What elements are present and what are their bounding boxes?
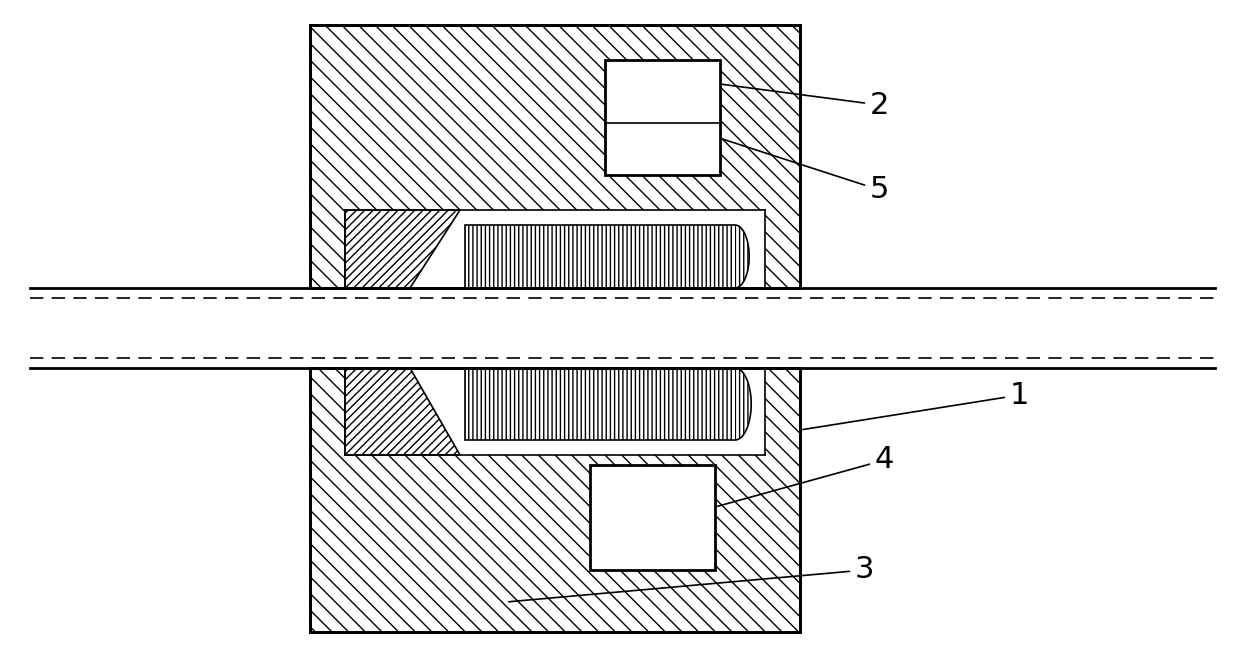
Bar	[310, 25, 800, 288]
Text: 4: 4	[718, 446, 894, 506]
Bar	[605, 60, 720, 175]
Polygon shape	[735, 368, 751, 440]
Bar	[345, 210, 765, 288]
Bar	[310, 368, 800, 632]
Polygon shape	[345, 210, 460, 288]
Text: 1: 1	[802, 381, 1029, 430]
Text: 5: 5	[723, 139, 889, 204]
Bar	[465, 368, 735, 440]
Bar	[310, 368, 800, 632]
Bar	[30, 288, 1215, 368]
Bar	[310, 368, 800, 632]
Bar	[590, 465, 715, 570]
Bar	[465, 225, 735, 288]
Polygon shape	[345, 368, 460, 455]
Text: 2: 2	[653, 75, 889, 120]
Polygon shape	[735, 225, 749, 288]
Bar	[310, 25, 800, 288]
Bar	[345, 368, 765, 455]
Bar	[465, 368, 735, 440]
Bar	[310, 25, 800, 288]
Text: 3: 3	[508, 555, 874, 602]
Bar	[465, 225, 735, 288]
